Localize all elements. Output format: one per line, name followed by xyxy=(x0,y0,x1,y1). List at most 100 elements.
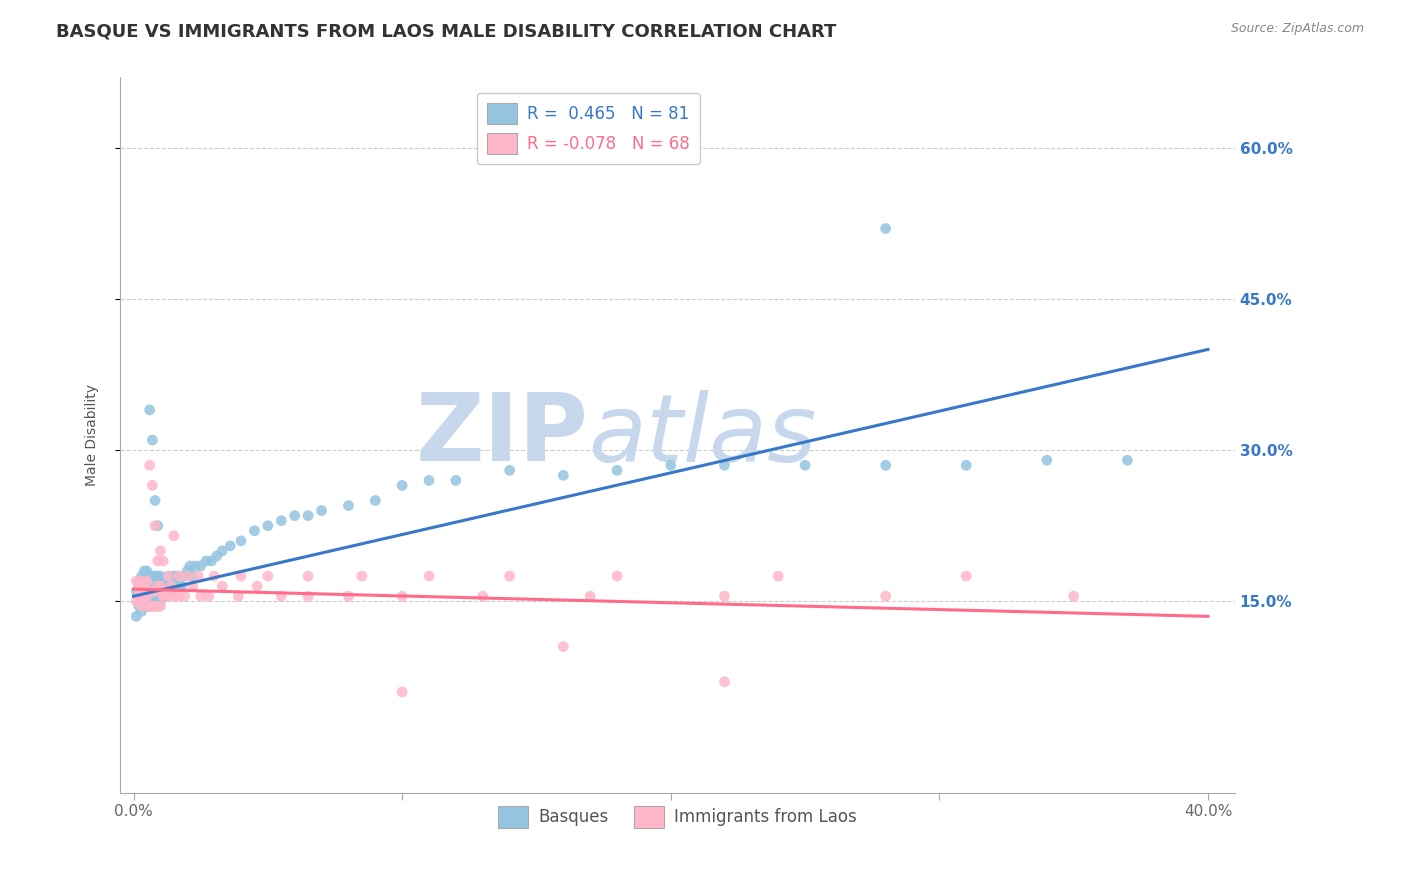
Point xyxy=(125,609,148,624)
Point xyxy=(606,463,628,477)
Point xyxy=(1116,453,1139,467)
Point xyxy=(134,594,156,608)
Point xyxy=(138,599,160,614)
Point xyxy=(157,569,180,583)
Point xyxy=(160,579,183,593)
Point xyxy=(794,458,817,473)
Point xyxy=(1063,589,1085,603)
Point xyxy=(553,468,575,483)
Point xyxy=(205,549,228,563)
Point xyxy=(166,579,188,593)
Point xyxy=(444,474,467,488)
Point xyxy=(875,589,897,603)
Point xyxy=(713,589,735,603)
Point xyxy=(138,584,160,599)
Point xyxy=(163,569,186,583)
Point xyxy=(149,599,172,614)
Point xyxy=(155,589,177,603)
Point xyxy=(134,564,156,578)
Point xyxy=(155,589,177,603)
Point xyxy=(211,544,233,558)
Point xyxy=(155,579,177,593)
Point xyxy=(152,589,174,603)
Point xyxy=(146,589,169,603)
Point xyxy=(128,579,150,593)
Point xyxy=(134,584,156,599)
Point xyxy=(297,569,319,583)
Point xyxy=(149,584,172,599)
Point xyxy=(167,589,190,603)
Point xyxy=(181,579,204,593)
Point xyxy=(128,574,150,588)
Point xyxy=(350,569,373,583)
Point xyxy=(152,589,174,603)
Point xyxy=(152,554,174,568)
Point xyxy=(136,574,159,588)
Point xyxy=(136,589,159,603)
Point xyxy=(391,589,413,603)
Point xyxy=(157,584,180,599)
Point xyxy=(143,584,166,599)
Point xyxy=(166,569,188,583)
Point xyxy=(176,569,198,583)
Point xyxy=(190,559,212,574)
Point xyxy=(160,579,183,593)
Point xyxy=(149,594,172,608)
Point xyxy=(138,584,160,599)
Point xyxy=(579,589,602,603)
Point xyxy=(146,599,169,614)
Point xyxy=(1036,453,1059,467)
Point xyxy=(229,569,252,583)
Point xyxy=(146,579,169,593)
Point xyxy=(229,533,252,548)
Point xyxy=(202,569,225,583)
Point xyxy=(246,579,269,593)
Point xyxy=(659,458,682,473)
Point xyxy=(418,474,440,488)
Point xyxy=(138,458,160,473)
Point xyxy=(211,579,233,593)
Point xyxy=(297,589,319,603)
Point xyxy=(197,589,219,603)
Point xyxy=(143,594,166,608)
Point xyxy=(131,599,153,614)
Point xyxy=(141,599,163,614)
Point xyxy=(128,589,150,603)
Point xyxy=(125,574,148,588)
Point xyxy=(128,599,150,614)
Point xyxy=(418,569,440,583)
Point xyxy=(136,564,159,578)
Point xyxy=(152,574,174,588)
Text: BASQUE VS IMMIGRANTS FROM LAOS MALE DISABILITY CORRELATION CHART: BASQUE VS IMMIGRANTS FROM LAOS MALE DISA… xyxy=(56,22,837,40)
Point xyxy=(146,569,169,583)
Point xyxy=(134,599,156,614)
Text: Source: ZipAtlas.com: Source: ZipAtlas.com xyxy=(1230,22,1364,36)
Point xyxy=(606,569,628,583)
Point xyxy=(200,554,222,568)
Point xyxy=(141,433,163,447)
Point xyxy=(131,589,153,603)
Point xyxy=(364,493,387,508)
Point xyxy=(955,458,977,473)
Point xyxy=(143,584,166,599)
Point xyxy=(337,589,360,603)
Point xyxy=(243,524,266,538)
Point xyxy=(157,589,180,603)
Point xyxy=(131,574,153,588)
Point xyxy=(713,458,735,473)
Point xyxy=(157,569,180,583)
Point xyxy=(173,589,195,603)
Point xyxy=(713,674,735,689)
Point xyxy=(167,579,190,593)
Point xyxy=(270,589,292,603)
Point xyxy=(131,569,153,583)
Point xyxy=(875,221,897,235)
Point xyxy=(270,514,292,528)
Point xyxy=(131,604,153,618)
Point xyxy=(170,579,193,593)
Point xyxy=(337,499,360,513)
Point xyxy=(257,569,280,583)
Point xyxy=(141,589,163,603)
Point xyxy=(875,458,897,473)
Point xyxy=(219,539,242,553)
